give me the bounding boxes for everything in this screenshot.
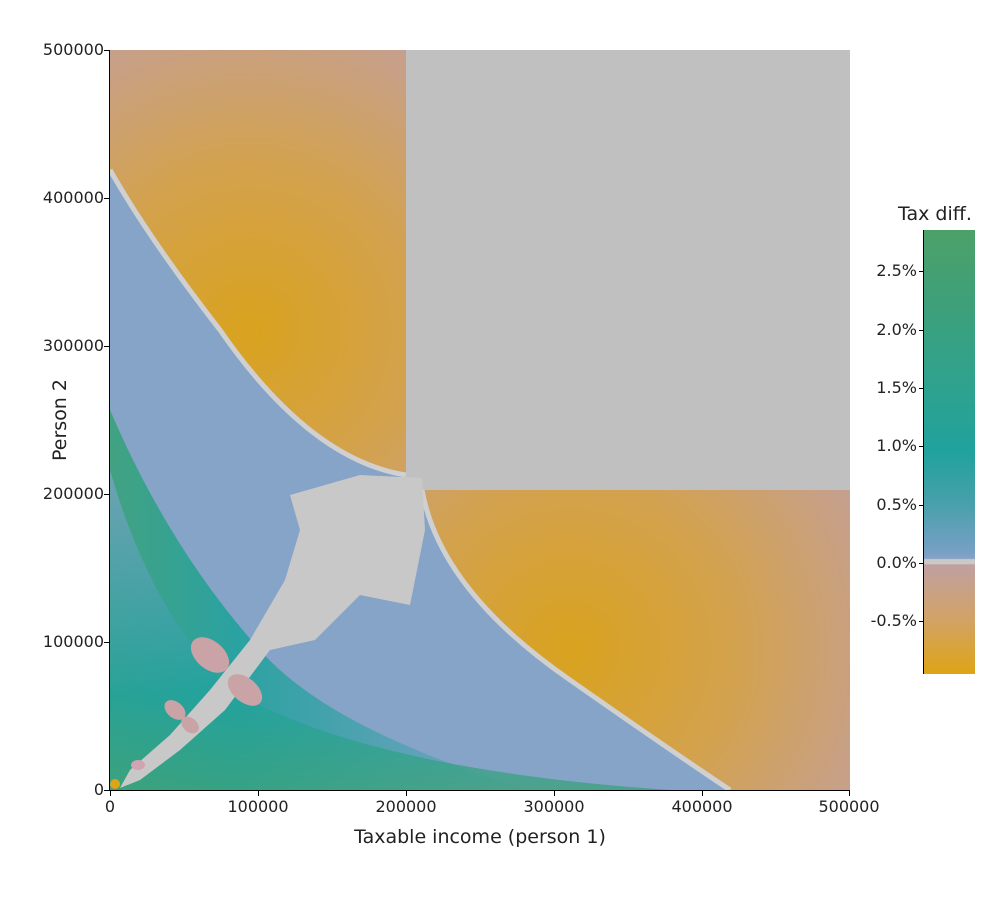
colorbar-axis-line [923,230,924,674]
x-tick-mark [406,791,407,796]
y-tick-mark [104,494,109,495]
x-tick-label: 200000 [375,797,437,816]
y-tick-mark [104,50,109,51]
colorbar-tick-label: 2.0% [876,320,917,339]
colorbar-tick-mark [919,271,923,272]
colorbar-tick-mark [919,563,923,564]
colorbar-tick-label: 0.5% [876,495,917,514]
x-tick-label: 300000 [523,797,585,816]
y-tick-mark [104,346,109,347]
y-tick-label: 400000 [42,188,104,207]
x-tick-mark [554,791,555,796]
x-tick-label: 500000 [818,797,880,816]
colorbar-title: Tax diff. [898,203,972,225]
y-tick-label: 300000 [42,336,104,355]
x-axis-title: Taxable income (person 1) [354,826,606,848]
x-tick-mark [110,791,111,796]
y-axis-title: Person 2 [49,379,71,461]
colorbar-tick-mark [919,621,923,622]
colorbar-tick-mark [919,388,923,389]
y-tick-label: 500000 [42,40,104,59]
colorbar-tick-label: 1.5% [876,378,917,397]
y-axis-line [109,50,110,791]
x-axis-line [109,790,850,791]
y-tick-mark [104,790,109,791]
colorbar [924,230,975,674]
x-tick-mark [849,791,850,796]
colorbar-tick-label: 2.5% [876,261,917,280]
x-tick-label: 400000 [671,797,733,816]
colorbar-tick-mark [919,505,923,506]
y-tick-mark [104,198,109,199]
colorbar-tick-label: -0.5% [870,611,917,630]
colorbar-tick-mark [919,446,923,447]
x-tick-mark [702,791,703,796]
colorbar-tick-label: 0.0% [876,553,917,572]
y-tick-mark [104,642,109,643]
y-tick-label: 0 [93,780,104,799]
heatmap-plot-area [110,50,850,790]
y-tick-label: 100000 [42,632,104,651]
x-tick-label: 100000 [227,797,289,816]
x-tick-label: 0 [104,797,116,816]
colorbar-tick-label: 1.0% [876,436,917,455]
colorbar-tick-mark [919,330,923,331]
x-tick-mark [258,791,259,796]
y-tick-label: 200000 [42,484,104,503]
